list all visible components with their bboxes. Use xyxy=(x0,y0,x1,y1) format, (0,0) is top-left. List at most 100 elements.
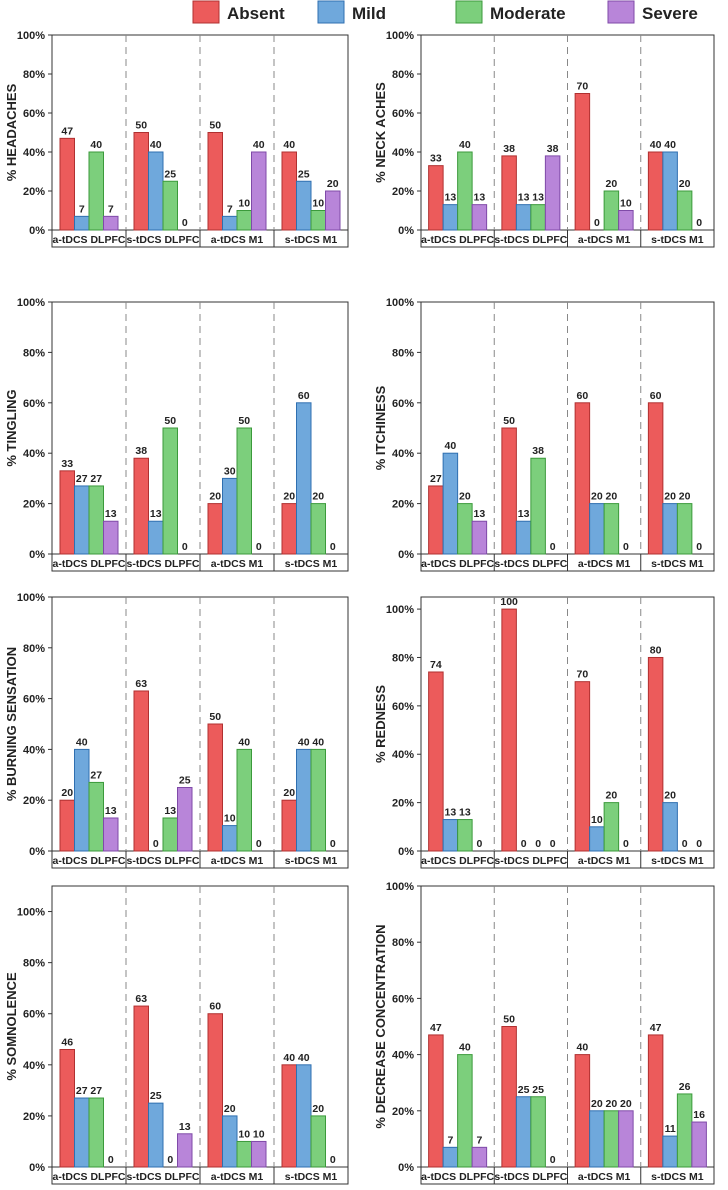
bar-value-label: 50 xyxy=(164,415,176,427)
x-category-label: a-tDCS M1 xyxy=(578,1171,631,1183)
bar-value-label: 11 xyxy=(665,1123,676,1135)
y-tick-label: 60% xyxy=(23,694,45,706)
bar-value-label: 47 xyxy=(650,1022,662,1034)
bar-moderate xyxy=(530,457,546,555)
x-category-label: a-tDCS M1 xyxy=(578,234,631,246)
bar-value-label: 27 xyxy=(430,473,442,485)
bar-value-label: 20 xyxy=(327,178,339,190)
y-tick-label: 60% xyxy=(23,108,45,120)
bar-value-label: 0 xyxy=(550,1154,556,1166)
chart-panel-somnolence: 0% 20% 40% 60% 80% 100% % SOMNOLENCE a-tDCS DLP… xyxy=(4,885,349,1185)
bar-value-label: 0 xyxy=(330,541,336,553)
y-axis-label: % TINGLING xyxy=(4,389,19,466)
bar-severe xyxy=(544,155,561,231)
bar-absent xyxy=(133,690,149,852)
bar-moderate xyxy=(530,1096,546,1168)
bar-value-label: 10 xyxy=(238,198,250,210)
bar-value-label: 46 xyxy=(61,1036,73,1048)
bar-absent xyxy=(501,155,517,231)
y-tick-label: 0% xyxy=(398,1162,414,1174)
bar-value-label: 10 xyxy=(238,1128,250,1140)
bar-value-label: 13 xyxy=(459,807,471,819)
bar-mild xyxy=(74,485,90,555)
bar-value-label: 0 xyxy=(521,838,527,850)
bar-value-label: 20 xyxy=(209,491,221,503)
bar-value-label: 20 xyxy=(606,491,618,503)
bar-value-label: 50 xyxy=(503,1014,515,1026)
bar-absent xyxy=(133,132,149,231)
bar-value-label: 0 xyxy=(330,838,336,850)
bar-absent xyxy=(59,799,75,852)
bar-moderate xyxy=(162,180,178,231)
y-tick-label: 100% xyxy=(386,297,414,309)
x-category-label: a-tDCS M1 xyxy=(211,855,264,867)
y-tick-label: 100% xyxy=(386,604,414,616)
y-axis-label: % HEADACHES xyxy=(4,83,19,181)
y-tick-label: 0% xyxy=(29,1162,45,1174)
bar-value-label: 33 xyxy=(430,153,442,165)
legend-label-mild: Mild xyxy=(352,4,386,23)
bar-value-label: 10 xyxy=(253,1128,265,1140)
bar-moderate xyxy=(162,427,178,555)
bar-severe xyxy=(471,1146,488,1168)
bar-value-label: 60 xyxy=(650,390,662,402)
bar-value-label: 40 xyxy=(459,1042,471,1054)
bar-value-label: 13 xyxy=(474,192,486,204)
bar-moderate xyxy=(603,1110,620,1168)
bar-value-label: 7 xyxy=(476,1134,482,1146)
bar-moderate xyxy=(236,1140,252,1168)
y-tick-label: 40% xyxy=(392,1050,414,1062)
bar-value-label: 40 xyxy=(90,139,102,151)
bar-severe xyxy=(618,210,634,231)
y-tick-label: 40% xyxy=(392,448,414,460)
legend-swatch-mild xyxy=(317,0,345,24)
bar-value-label: 20 xyxy=(664,790,676,802)
bar-absent xyxy=(647,151,664,231)
y-tick-label: 60% xyxy=(23,1009,45,1021)
y-tick-label: 60% xyxy=(392,993,414,1005)
bar-absent xyxy=(574,681,591,852)
bar-value-label: 38 xyxy=(532,445,544,457)
x-category-label: a-tDCS DLPFC xyxy=(53,855,126,867)
x-category-label: s-tDCS M1 xyxy=(285,1171,338,1183)
x-category-label: a-tDCS M1 xyxy=(578,558,631,570)
bar-moderate xyxy=(457,151,473,231)
bar-value-label: 0 xyxy=(550,838,556,850)
bar-value-label: 20 xyxy=(606,1098,618,1110)
bar-value-label: 50 xyxy=(503,415,515,427)
bar-severe xyxy=(103,215,119,231)
chart-panel-tingling: 0% 20% 40% 60% 80% 100% % TINGLING a-tDCS DLPFC… xyxy=(4,297,349,572)
bar-value-label: 16 xyxy=(693,1109,705,1121)
bar-value-label: 63 xyxy=(135,678,147,690)
y-tick-label: 20% xyxy=(392,1106,414,1118)
y-axis-label: % SOMNOLENCE xyxy=(4,972,19,1081)
bar-moderate xyxy=(236,210,252,231)
y-tick-label: 20% xyxy=(23,1111,45,1123)
legend-label-absent: Absent xyxy=(227,4,285,23)
bar-moderate xyxy=(310,210,326,231)
bar-mild xyxy=(515,204,532,231)
bar-mild xyxy=(589,1110,605,1168)
legend: Absent Mild Moderate Severe xyxy=(192,0,698,24)
y-tick-label: 100% xyxy=(17,907,45,919)
bar-moderate xyxy=(603,190,620,231)
bar-value-label: 50 xyxy=(238,415,250,427)
bar-value-label: 40 xyxy=(298,736,310,748)
bar-value-label: 70 xyxy=(577,669,589,681)
bar-value-label: 27 xyxy=(76,1085,88,1097)
bar-value-label: 40 xyxy=(650,139,662,151)
bar-value-label: 38 xyxy=(135,445,147,457)
bar-value-label: 0 xyxy=(623,838,629,850)
y-tick-label: 0% xyxy=(29,549,45,561)
x-category-label: s-tDCS M1 xyxy=(651,558,704,570)
bar-mild xyxy=(74,215,90,231)
bar-value-label: 38 xyxy=(547,143,559,155)
bar-value-label: 13 xyxy=(150,508,162,520)
bar-value-label: 40 xyxy=(664,139,676,151)
y-tick-label: 20% xyxy=(23,499,45,511)
bar-value-label: 0 xyxy=(535,838,541,850)
bar-value-label: 0 xyxy=(550,541,556,553)
bar-mild xyxy=(222,215,238,231)
bar-value-label: 40 xyxy=(150,139,162,151)
